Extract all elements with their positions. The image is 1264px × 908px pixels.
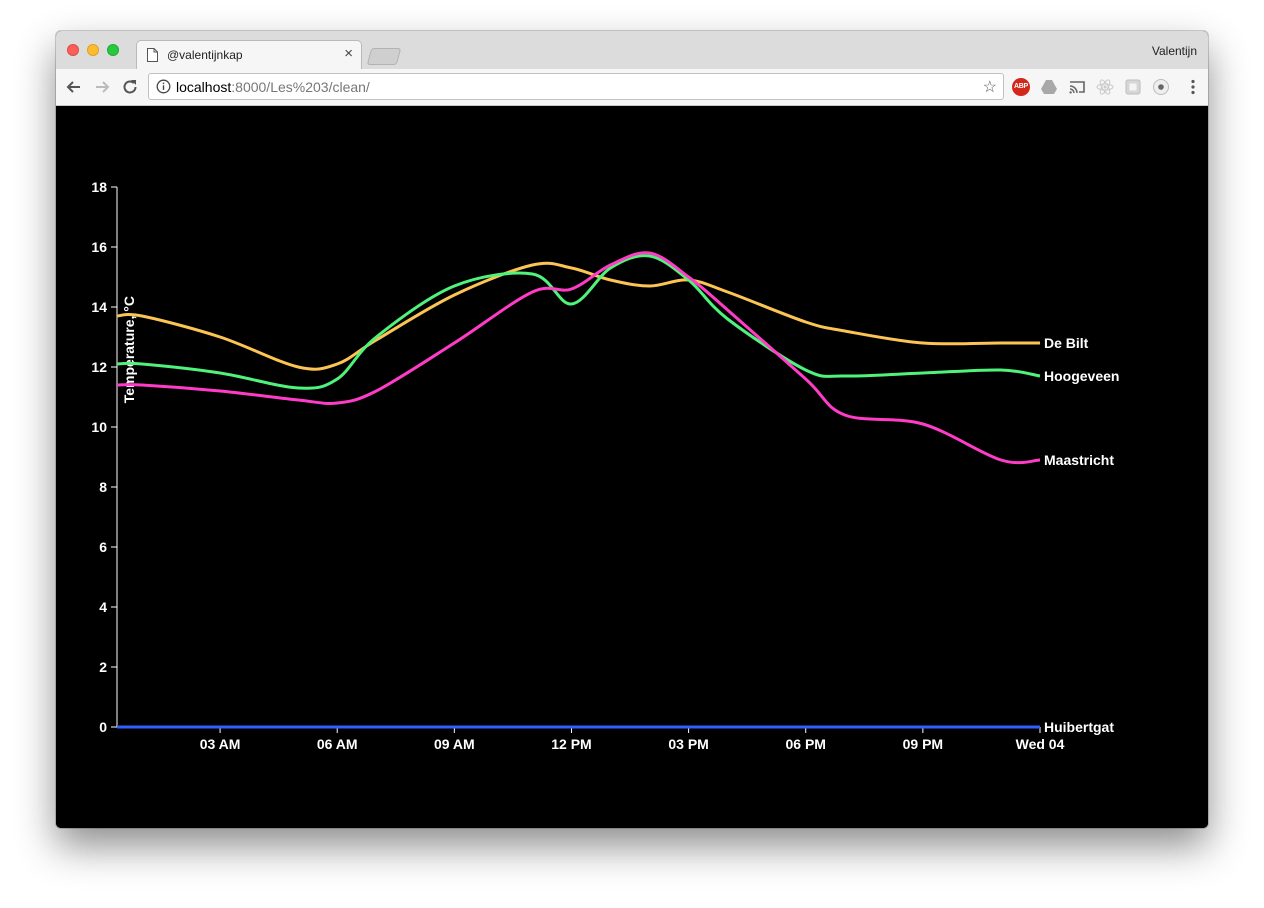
tab-close-icon[interactable]: ×	[344, 45, 353, 62]
y-tick-label: 0	[99, 719, 107, 735]
document-icon	[147, 48, 158, 62]
x-tick-label: 12 PM	[551, 736, 591, 752]
y-axis-label: Temperature, °C	[121, 296, 137, 403]
x-tick-label: 09 PM	[903, 736, 943, 752]
temperature-chart: Temperature, °C 0 2 4 6 8 10 12 14 16 18 03 AM 06 …	[91, 179, 1119, 752]
series-line-hoogeveen	[116, 254, 1041, 390]
page-content: Temperature, °C 0 2 4 6 8 10 12 14 16 18 03 AM 06 …	[56, 106, 1208, 828]
x-tick-label: 06 PM	[786, 736, 826, 752]
x-tick-label: Wed 04	[1016, 736, 1065, 752]
record-icon[interactable]	[1152, 78, 1170, 96]
url-text: localhost:8000/Les%203/clean/	[176, 79, 370, 95]
series-lines	[116, 251, 1041, 729]
extension-icon[interactable]	[1124, 78, 1142, 96]
y-tick-label: 4	[99, 599, 107, 615]
new-tab-button[interactable]	[366, 48, 402, 65]
url-path: :8000/Les%203/clean/	[231, 79, 370, 95]
browser-window: @valentijnkap × Valentijn localhost:8000…	[56, 31, 1208, 828]
minimize-window-button[interactable]	[87, 44, 99, 56]
close-window-button[interactable]	[67, 44, 79, 56]
x-tick-label: 03 PM	[668, 736, 708, 752]
browser-tab[interactable]: @valentijnkap ×	[136, 40, 362, 69]
x-tick-label: 06 AM	[317, 736, 358, 752]
y-axis: 0 2 4 6 8 10 12 14 16 18	[91, 179, 118, 735]
series-line-de-bilt	[116, 261, 1040, 371]
info-icon[interactable]	[156, 79, 171, 94]
series-label-de-bilt: De Bilt	[1044, 335, 1089, 351]
y-tick-label: 2	[99, 659, 107, 675]
y-tick-label: 10	[91, 419, 107, 435]
x-tick-label: 03 AM	[200, 736, 241, 752]
drive-icon[interactable]	[1040, 78, 1058, 96]
forward-arrow-icon[interactable]	[92, 77, 112, 97]
title-bar: @valentijnkap × Valentijn	[56, 31, 1208, 69]
profile-name[interactable]: Valentijn	[1151, 44, 1197, 58]
x-axis: 03 AM 06 AM 09 AM 12 PM 03 PM 06 PM 09 PM Wed 0…	[117, 726, 1065, 752]
abp-icon[interactable]: ABP	[1012, 78, 1030, 96]
y-tick-label: 12	[91, 359, 107, 375]
series-line-maastricht	[116, 251, 1041, 465]
address-bar[interactable]: localhost:8000/Les%203/clean/ ☆	[148, 73, 1004, 100]
back-arrow-icon[interactable]	[64, 77, 84, 97]
react-icon[interactable]	[1096, 78, 1114, 96]
y-tick-label: 18	[91, 179, 107, 195]
url-host: localhost	[176, 79, 232, 95]
y-tick-label: 16	[91, 239, 107, 255]
tab-title: @valentijnkap	[167, 48, 243, 62]
y-tick-label: 6	[99, 539, 107, 555]
x-tick-label: 09 AM	[434, 736, 475, 752]
cast-icon[interactable]	[1068, 78, 1086, 96]
series-labels: De Bilt Hoogeveen Maastricht Huibertgat	[1044, 335, 1119, 735]
reload-icon[interactable]	[120, 77, 140, 97]
series-label-hoogeveen: Hoogeveen	[1044, 368, 1119, 384]
series-label-maastricht: Maastricht	[1044, 452, 1114, 468]
menu-dots-icon[interactable]	[1190, 78, 1196, 96]
zoom-window-button[interactable]	[107, 44, 119, 56]
series-label-huibertgat: Huibertgat	[1044, 719, 1114, 735]
browser-toolbar: localhost:8000/Les%203/clean/ ☆ ABP	[56, 69, 1208, 106]
y-tick-label: 14	[91, 299, 107, 315]
bookmark-star-icon[interactable]: ☆	[982, 79, 997, 96]
y-tick-label: 8	[99, 479, 107, 495]
